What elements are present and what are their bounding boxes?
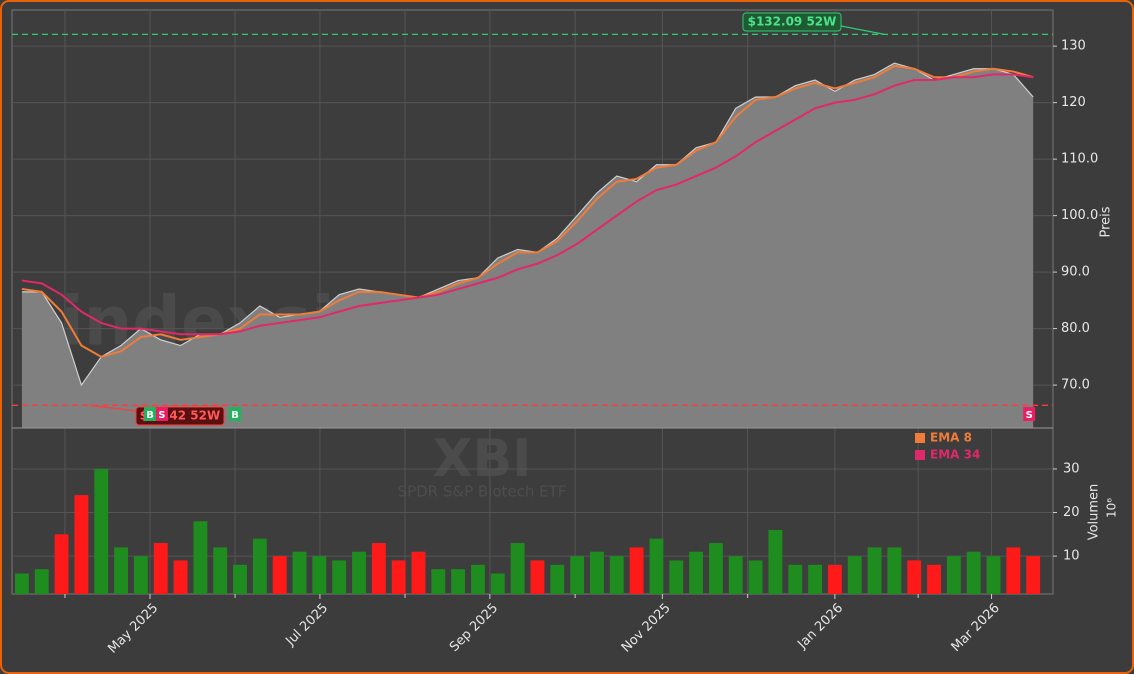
watermark-symbol: XBI xyxy=(432,429,531,489)
signal-label: B xyxy=(146,410,154,421)
volume-bar xyxy=(391,560,406,594)
signal-marker xyxy=(229,407,242,421)
y-tick-label: 120 xyxy=(1061,95,1086,110)
volume-bar xyxy=(252,538,267,594)
low-arrow xyxy=(89,404,137,412)
volume-bar xyxy=(153,543,168,594)
volume-bar xyxy=(847,556,862,594)
signal-marker xyxy=(144,407,157,421)
volume-bar xyxy=(213,547,228,594)
volume-bar xyxy=(827,564,842,594)
ema-line xyxy=(21,73,1034,336)
volume-bar xyxy=(14,573,29,594)
volume-bar xyxy=(609,556,624,594)
volume-bar xyxy=(114,547,128,594)
volume-bar xyxy=(54,534,69,594)
volume-bar xyxy=(966,551,981,594)
y-tick-label: 20 xyxy=(1063,505,1080,520)
volume-bar xyxy=(946,556,961,594)
legend-label: EMA 8 xyxy=(930,431,972,445)
volume-bar xyxy=(550,564,565,594)
price-line xyxy=(21,62,1034,387)
volume-bar xyxy=(788,564,803,594)
volume-bar xyxy=(352,551,366,594)
signal-label: S xyxy=(158,410,165,421)
volume-bar xyxy=(907,560,922,594)
volume-bar xyxy=(530,560,545,594)
volume-bar xyxy=(669,560,684,594)
volume-bar xyxy=(629,547,644,594)
volume-bar xyxy=(94,468,109,594)
high-arrow xyxy=(840,25,885,35)
volume-bar xyxy=(34,569,49,594)
volume-bar xyxy=(193,521,208,594)
signal-label: B xyxy=(231,410,239,421)
legend-swatch xyxy=(915,433,925,443)
volume-bar xyxy=(292,551,307,594)
volume-bar xyxy=(867,547,882,594)
volume-bar xyxy=(1026,556,1041,594)
volume-bar xyxy=(927,564,941,594)
y-tick-label: 130 xyxy=(1061,39,1086,54)
volume-bar xyxy=(272,556,287,594)
volume-axis-label: Volumen xyxy=(1087,484,1102,541)
high-label: $132.09 52W xyxy=(748,15,837,29)
volume-bar xyxy=(74,495,89,594)
volume-bar xyxy=(371,543,386,594)
volume-bar xyxy=(451,569,466,594)
y-tick-label: 10 xyxy=(1063,549,1080,564)
y-tick-label: 100.0 xyxy=(1061,208,1098,223)
high-label-box xyxy=(742,12,842,32)
price-axis-label: Preis xyxy=(1099,206,1114,237)
volume-bar xyxy=(986,556,1001,594)
volume-unit: 10⁶ xyxy=(1105,498,1119,518)
signal-marker xyxy=(155,407,168,421)
ema-line xyxy=(21,64,1034,358)
volume-bar xyxy=(471,564,485,594)
volume-bar xyxy=(431,569,446,594)
signal-marker xyxy=(1023,407,1036,421)
volume-bar xyxy=(332,560,347,594)
volume-bar xyxy=(233,564,247,594)
y-tick-label: 80.0 xyxy=(1061,321,1090,336)
y-tick-label: 70.0 xyxy=(1061,378,1090,393)
volume-bar xyxy=(887,547,902,594)
watermark-name: SPDR S&P Biotech ETF xyxy=(398,483,567,501)
volume-bar xyxy=(768,529,783,594)
volume-bar xyxy=(570,556,585,594)
volume-bar xyxy=(411,551,426,594)
volume-bar xyxy=(708,543,723,594)
y-tick-label: 110.0 xyxy=(1061,152,1098,167)
volume-bar xyxy=(808,564,822,594)
volume-bar xyxy=(1006,547,1021,594)
legend-swatch xyxy=(915,450,925,460)
y-tick-label: 30 xyxy=(1063,461,1080,476)
volume-bar xyxy=(748,560,763,594)
volume-bar xyxy=(689,551,704,594)
volume-bar xyxy=(728,556,743,594)
volume-bar xyxy=(490,573,505,594)
volume-bar xyxy=(510,543,525,594)
legend-label: EMA 34 xyxy=(930,448,980,462)
y-tick-label: 90.0 xyxy=(1061,265,1090,280)
price-area xyxy=(21,63,1034,429)
volume-bar xyxy=(649,538,664,594)
volume-bar xyxy=(133,556,148,594)
volume-bar xyxy=(590,551,604,594)
signal-label: S xyxy=(1026,410,1033,421)
volume-bar xyxy=(173,560,188,594)
volume-bar xyxy=(312,556,327,594)
